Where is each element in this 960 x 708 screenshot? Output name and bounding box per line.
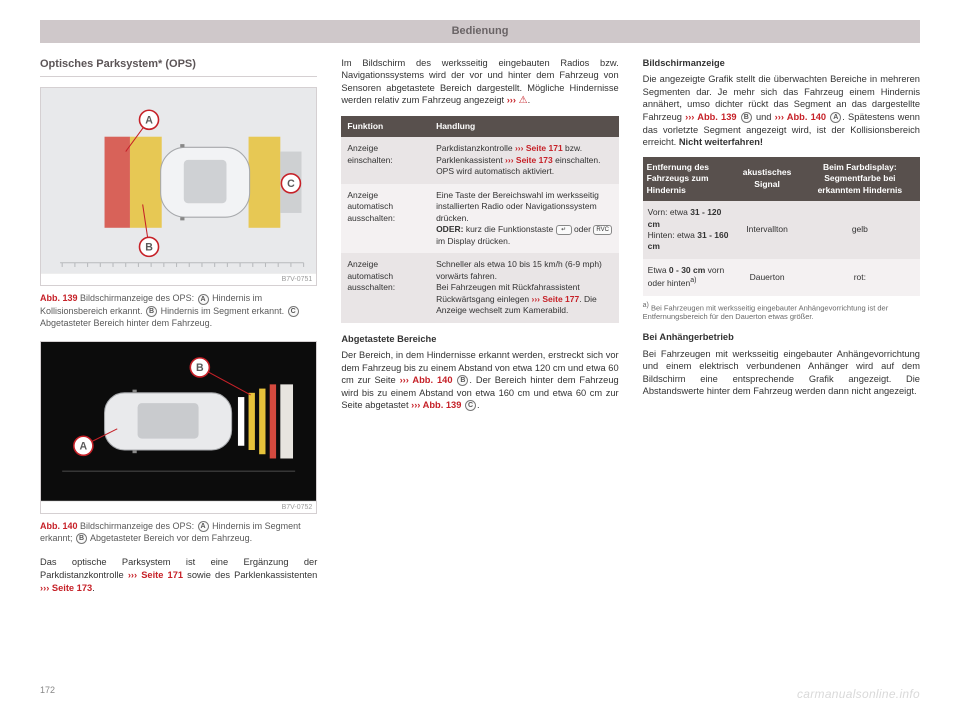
trailer-heading: Bei Anhängerbetrieb	[643, 331, 920, 344]
distance-table: Entfernung des Fahrzeugs zum Hindernis a…	[643, 157, 920, 296]
warning-icon: ⚠	[519, 95, 528, 106]
figure-140-caption: Abb. 140 Bildschirmanzeige des OPS: A Hi…	[40, 520, 317, 544]
table-row: Anzeige automatisch ausschalten:Eine Tas…	[341, 184, 618, 253]
svg-text:A: A	[145, 114, 153, 126]
column-3: Bildschirmanzeige Die angezeigte Grafik …	[643, 57, 920, 678]
tbl1-head-2: Handlung	[430, 116, 619, 137]
letter-disc: C	[465, 400, 476, 411]
watermark: carmanualsonline.info	[797, 686, 920, 702]
figure-139-box: A B C B7V-0751	[40, 87, 317, 287]
footnote-label: a)	[643, 302, 649, 309]
figure-140-code: B7V-0752	[41, 501, 316, 513]
figure-139-caption: Abb. 139 Bildschirmanzeige des OPS: A Hi…	[40, 292, 317, 328]
column-1: Optisches Parksystem* (OPS) A B C B7V-0751…	[40, 57, 317, 678]
manual-page: Bedienung Optisches Parksystem* (OPS) AB…	[0, 0, 960, 708]
table-row: Anzeige automatisch ausschalten:Schnelle…	[341, 253, 618, 322]
display-heading: Bildschirmanzeige	[643, 57, 920, 70]
letter-disc: B	[741, 112, 752, 123]
table-row: Anzeige einschalten:Parkdistanzkontrolle…	[341, 137, 618, 183]
display-para: Die angezeigte Grafik stellt die überwac…	[643, 73, 920, 148]
page-header: Bedienung	[40, 20, 920, 43]
figure-139-code: B7V-0751	[41, 273, 316, 285]
tbl2-head-2: akustisches Signal	[734, 157, 799, 201]
col2-intro: Im Bildschirm des werksseitig eingebaute…	[341, 57, 618, 108]
figure-140-svg: BA	[41, 342, 316, 501]
svg-text:B: B	[196, 362, 204, 374]
svg-text:B: B	[145, 241, 153, 253]
column-2: Im Bildschirm des werksseitig eingebaute…	[341, 57, 618, 678]
three-column-layout: Optisches Parksystem* (OPS) A B C B7V-0751…	[40, 57, 920, 678]
section-title: Optisches Parksystem* (OPS)	[40, 57, 317, 72]
page-number: 172	[40, 684, 920, 696]
tbl2-head-1: Entfernung des Fahrzeugs zum Hindernis	[643, 157, 735, 201]
trailer-para: Bei Fahrzeugen mit werksseitig eingebaut…	[643, 348, 920, 398]
scanned-areas-heading: Abgetastete Bereiche	[341, 333, 618, 346]
tbl2-head-3: Beim Farbdisplay: Segmentfarbe bei erkan…	[800, 157, 920, 201]
function-table: Funktion Handlung Anzeige einschalten:Pa…	[341, 116, 618, 323]
footnote-text: Bei Fahrzeugen mit werksseitig eingebaut…	[643, 303, 889, 321]
letter-disc: A	[830, 112, 841, 123]
scanned-areas-para: Der Bereich, in dem Hindernisse erkannt …	[341, 349, 618, 412]
tbl1-head-1: Funktion	[341, 116, 430, 137]
display-button-icon: RVC	[593, 225, 612, 235]
col1-bottom-para: Das optische Parksystem ist eine Ergänzu…	[40, 556, 317, 594]
svg-text:C: C	[287, 178, 295, 190]
figure-139-svg: A B C	[41, 88, 316, 273]
figure-140-box: BA B7V-0752	[40, 341, 317, 514]
letter-disc: B	[457, 375, 468, 386]
display-button-icon: ↵	[556, 225, 572, 235]
table-row: Etwa 0 - 30 cm vorn oder hintena)Dauerto…	[643, 259, 920, 296]
section-rule	[40, 76, 317, 77]
svg-text:A: A	[80, 440, 88, 452]
table-row: Vorn: etwa 31 - 120 cmHinten: etwa 31 - …	[643, 201, 920, 259]
table-footnote: a) Bei Fahrzeugen mit werksseitig eingeb…	[643, 302, 920, 322]
